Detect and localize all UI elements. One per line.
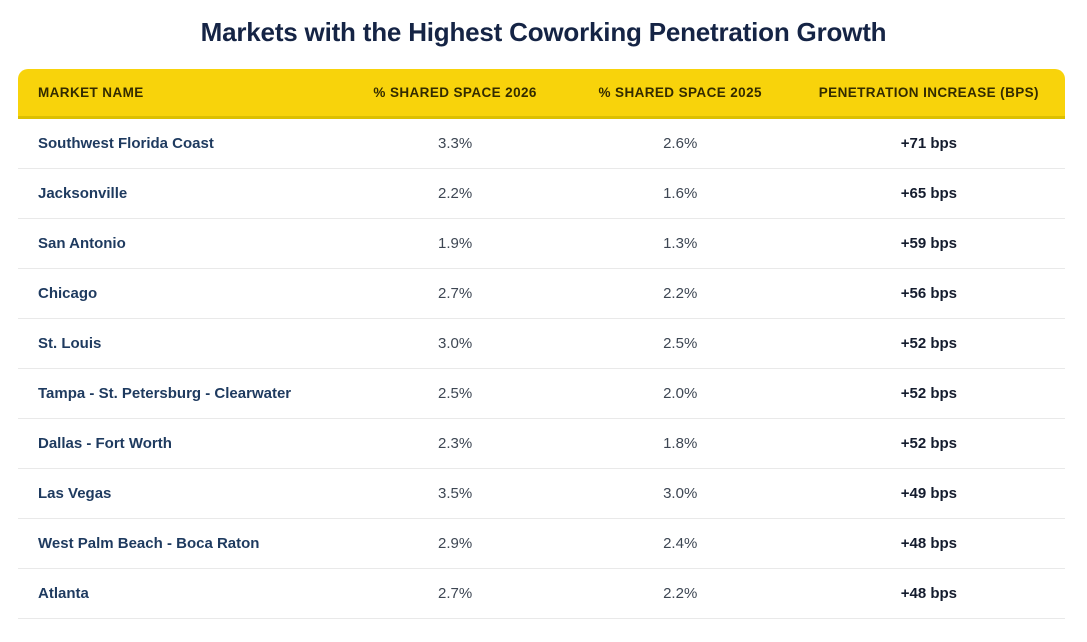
shared-space-2026-cell: 2.7% <box>438 585 473 602</box>
table-body: Southwest Florida Coast 3.3% 2.6% +71 bp… <box>18 119 1065 619</box>
shared-space-2025-cell: 2.6% <box>663 135 698 152</box>
market-name-cell: Southwest Florida Coast <box>38 135 214 152</box>
penetration-increase-cell: +49 bps <box>900 485 957 502</box>
shared-space-2025-cell: 2.0% <box>663 385 698 402</box>
page-title: Markets with the Highest Coworking Penet… <box>200 17 887 47</box>
table-row: Jacksonville 2.2% 1.6% +65 bps <box>18 169 1065 219</box>
shared-space-2025-cell: 1.8% <box>663 435 698 452</box>
market-name-cell: Jacksonville <box>38 185 128 202</box>
market-name-cell: Las Vegas <box>38 485 112 502</box>
table-row: Dallas - Fort Worth 2.3% 1.8% +52 bps <box>18 419 1065 469</box>
shared-space-2025-cell: 3.0% <box>663 485 698 502</box>
table-row: St. Louis 3.0% 2.5% +52 bps <box>18 319 1065 369</box>
penetration-increase-cell: +52 bps <box>900 385 957 402</box>
shared-space-2026-cell: 2.9% <box>438 535 473 552</box>
table-row: Las Vegas 3.5% 3.0% +49 bps <box>18 469 1065 519</box>
header-penetration-increase: PENETRATION INCREASE (BPS) <box>818 85 1039 100</box>
market-name-cell: Atlanta <box>38 585 89 602</box>
market-name-cell: Tampa - St. Petersburg - Clearwater <box>38 385 292 402</box>
table-row: Chicago 2.7% 2.2% +56 bps <box>18 269 1065 319</box>
header-shared-space-2026: % SHARED SPACE 2026 <box>373 85 537 100</box>
market-name-cell: San Antonio <box>38 235 126 252</box>
penetration-growth-table: MARKET NAME % SHARED SPACE 2026 % SHARED… <box>18 69 1065 619</box>
shared-space-2026-cell: 2.3% <box>438 435 473 452</box>
penetration-increase-cell: +59 bps <box>900 235 957 252</box>
shared-space-2026-cell: 2.2% <box>438 185 473 202</box>
penetration-increase-cell: +71 bps <box>900 135 957 152</box>
table-row: Atlanta 2.7% 2.2% +48 bps <box>18 569 1065 619</box>
shared-space-2026-cell: 1.9% <box>438 235 473 252</box>
shared-space-2025-cell: 1.6% <box>663 185 698 202</box>
shared-space-2026-cell: 3.3% <box>438 135 473 152</box>
market-name-cell: Dallas - Fort Worth <box>38 435 172 452</box>
shared-space-2025-cell: 2.2% <box>663 585 698 602</box>
penetration-increase-cell: +48 bps <box>900 585 957 602</box>
table-row: West Palm Beach - Boca Raton 2.9% 2.4% +… <box>18 519 1065 569</box>
shared-space-2025-cell: 2.5% <box>663 335 698 352</box>
table-row: Southwest Florida Coast 3.3% 2.6% +71 bp… <box>18 119 1065 169</box>
shared-space-2025-cell: 2.2% <box>663 285 698 302</box>
header-shared-space-2025: % SHARED SPACE 2025 <box>598 85 762 100</box>
penetration-increase-cell: +65 bps <box>900 185 957 202</box>
header-market-name: MARKET NAME <box>38 85 144 100</box>
shared-space-2026-cell: 2.5% <box>438 385 473 402</box>
penetration-increase-cell: +52 bps <box>900 435 957 452</box>
table-row: San Antonio 1.9% 1.3% +59 bps <box>18 219 1065 269</box>
shared-space-2025-cell: 1.3% <box>663 235 698 252</box>
market-name-cell: St. Louis <box>38 335 102 352</box>
shared-space-2026-cell: 2.7% <box>438 285 473 302</box>
shared-space-2025-cell: 2.4% <box>663 535 698 552</box>
market-name-cell: West Palm Beach - Boca Raton <box>38 535 260 552</box>
table-header-row: MARKET NAME % SHARED SPACE 2026 % SHARED… <box>18 69 1065 119</box>
penetration-increase-cell: +56 bps <box>900 285 957 302</box>
table-row: Tampa - St. Petersburg - Clearwater 2.5%… <box>18 369 1065 419</box>
shared-space-2026-cell: 3.0% <box>438 335 473 352</box>
penetration-increase-cell: +48 bps <box>900 535 957 552</box>
penetration-increase-cell: +52 bps <box>900 335 957 352</box>
shared-space-2026-cell: 3.5% <box>438 485 473 502</box>
market-name-cell: Chicago <box>38 285 98 302</box>
